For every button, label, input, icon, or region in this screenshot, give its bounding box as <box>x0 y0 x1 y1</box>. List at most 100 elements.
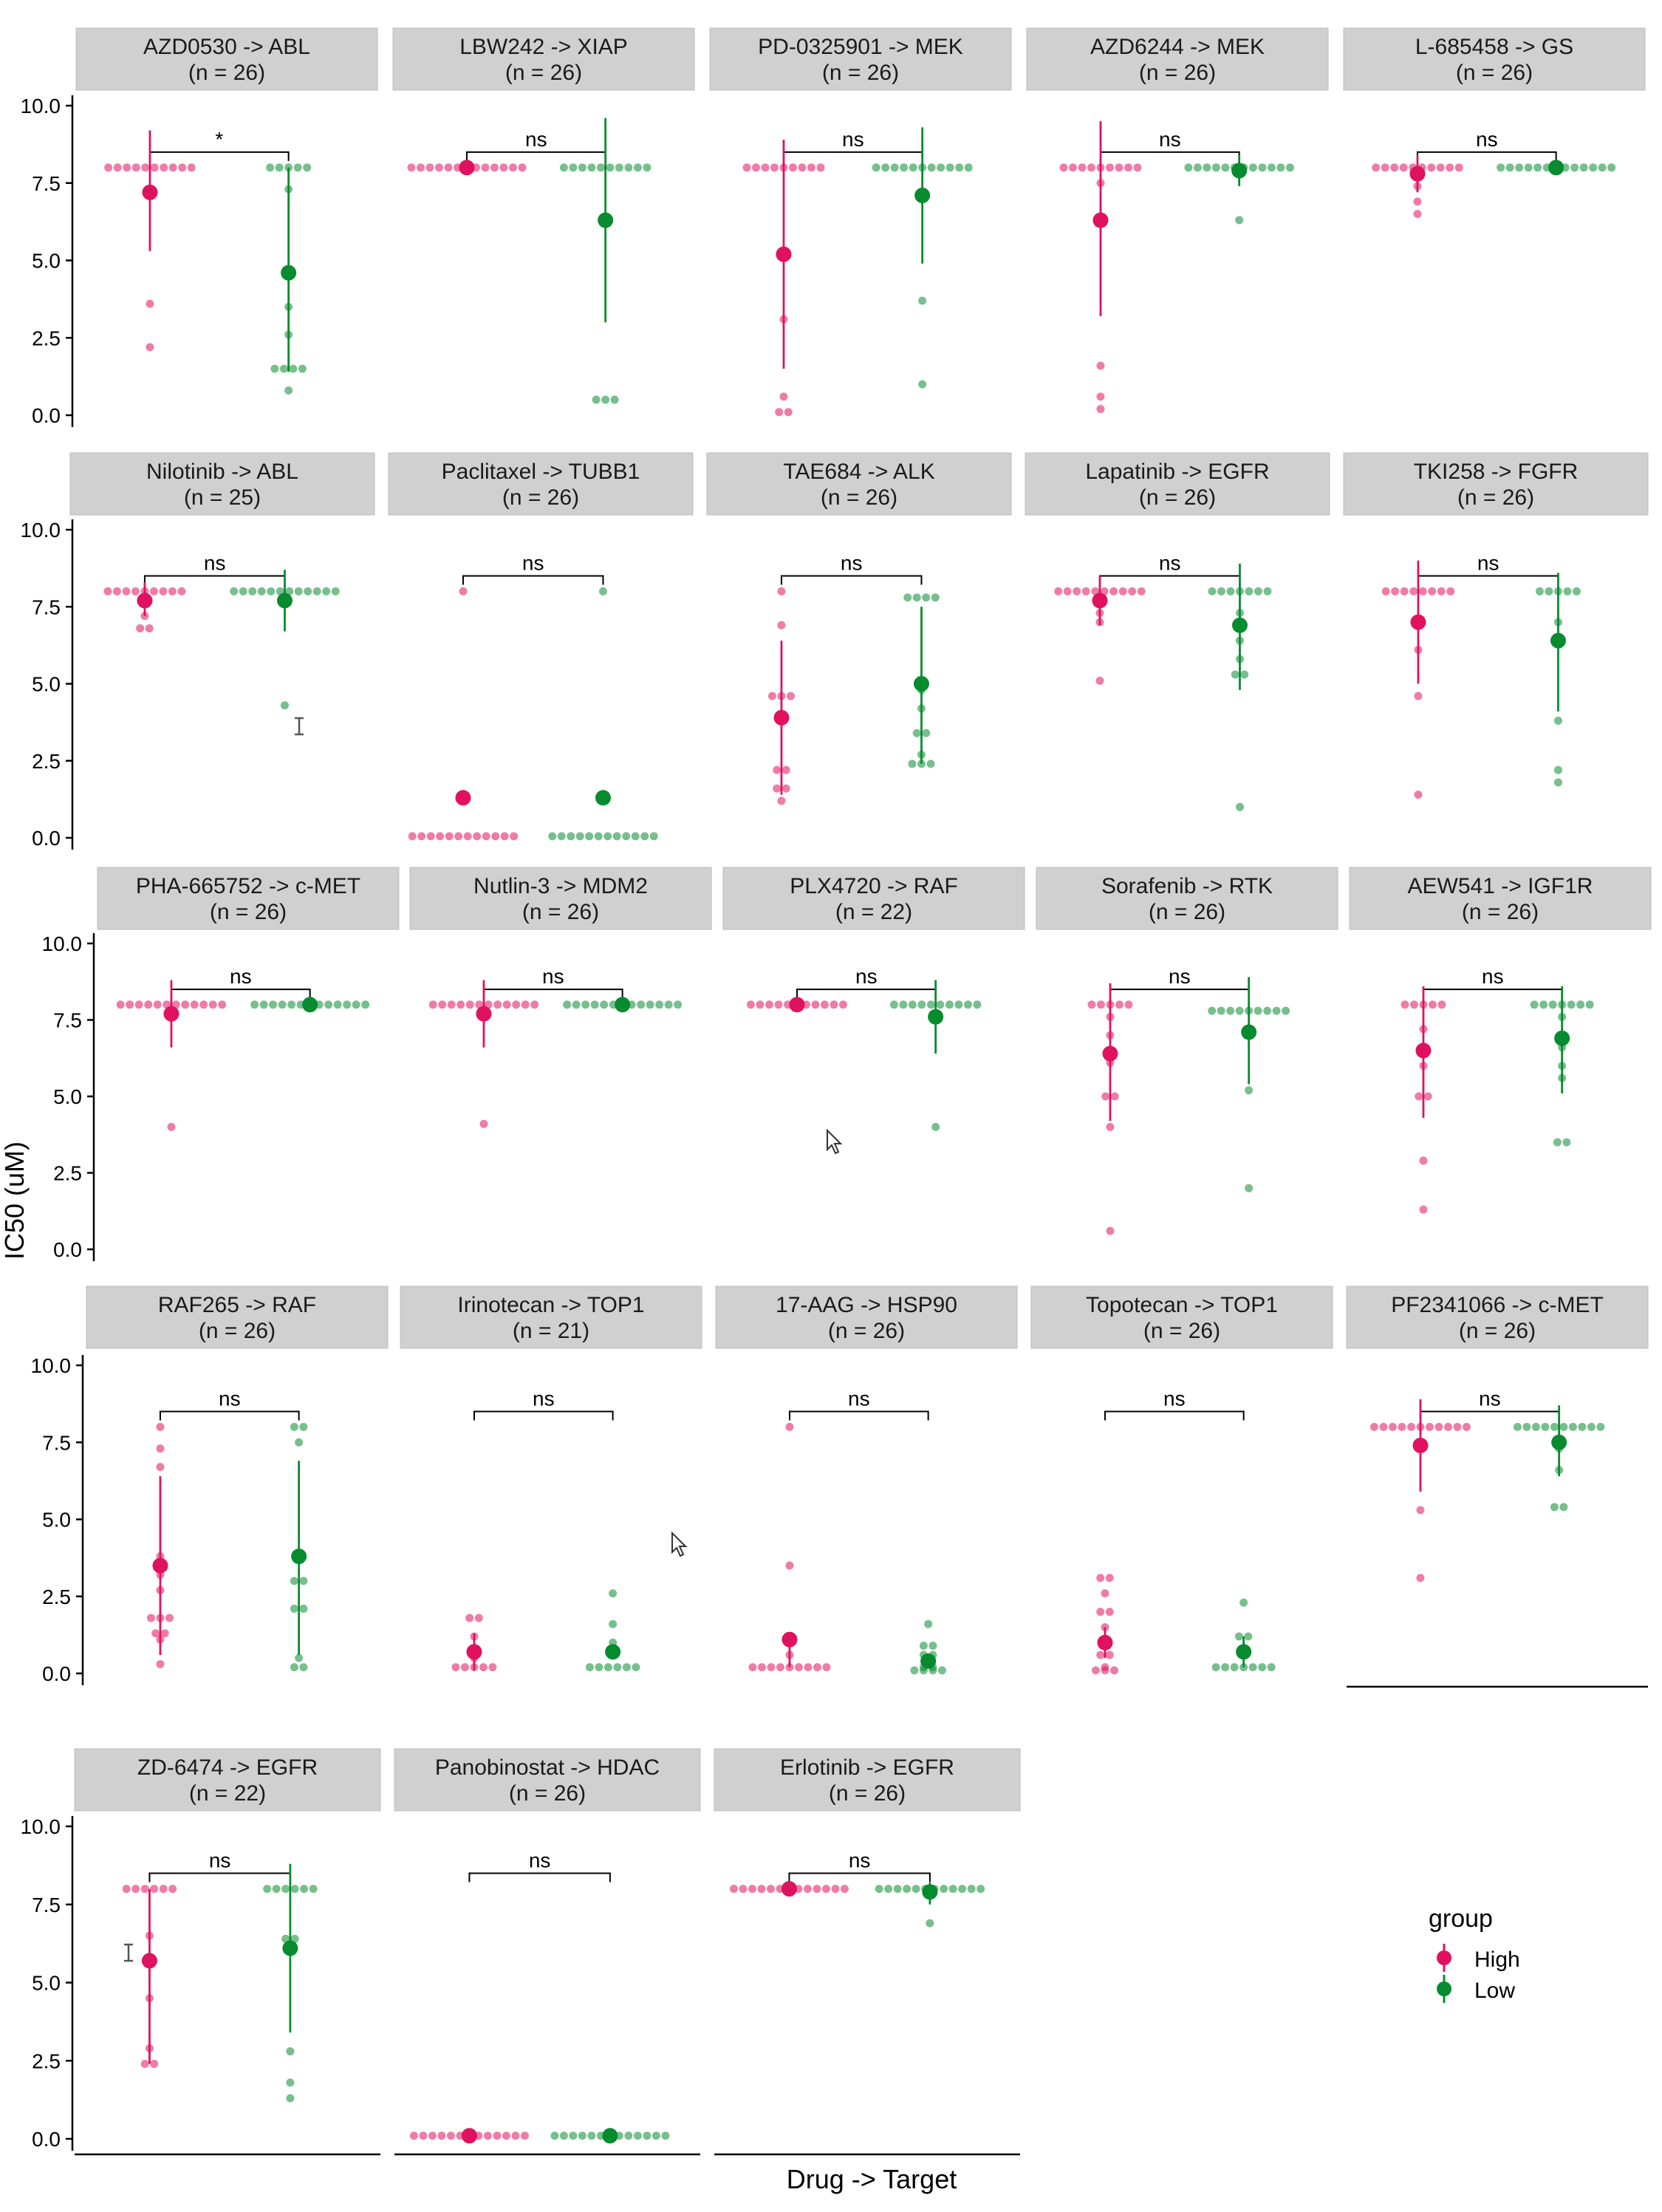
low-observation-point <box>945 1000 954 1009</box>
facet-panel: Sorafenib -> RTK(n = 26) ns <box>1036 867 1338 1235</box>
significance-bracket <box>473 1410 614 1421</box>
high-observation-point <box>447 1000 456 1009</box>
y-tick-label: 2.5 <box>53 1162 82 1185</box>
high-observation-point <box>508 163 517 172</box>
high-observation-point <box>1101 1589 1109 1598</box>
high-observation-point <box>438 1000 447 1009</box>
high-observation-point <box>1115 1000 1124 1009</box>
low-observation-point <box>287 1000 296 1009</box>
low-observation-point <box>1184 163 1193 172</box>
low-observation-point <box>1248 1663 1257 1672</box>
low-observation-point <box>1567 1000 1576 1009</box>
high-observation-point <box>1419 1156 1428 1165</box>
high-observation-point <box>165 1614 174 1622</box>
high-observation-point <box>104 163 113 172</box>
high-observation-point <box>1137 587 1146 595</box>
high-observation-point <box>1087 163 1095 172</box>
y-axis-row-4: 0.0 2.5 5.0 7.5 10.0 <box>31 1354 84 1685</box>
low-observation-point <box>872 163 880 172</box>
high-observation-point <box>168 1885 177 1894</box>
low-observation-point <box>290 1663 298 1672</box>
high-observation-point <box>774 1000 783 1009</box>
low-observation-point <box>940 1885 948 1894</box>
low-observation-point <box>585 832 594 841</box>
low-observation-point <box>1535 587 1544 595</box>
significance-bracket <box>780 575 923 585</box>
low-observation-point <box>286 2078 295 2087</box>
high-observation-point <box>473 832 482 841</box>
high-mean-point <box>773 709 790 726</box>
high-observation-point <box>436 832 445 841</box>
y-tick-label: 10.0 <box>21 95 61 117</box>
high-observation-point <box>160 163 168 172</box>
y-tick-label: 10.0 <box>42 932 83 955</box>
high-observation-point <box>1462 1422 1471 1431</box>
high-observation-point <box>159 587 168 595</box>
low-observation-point <box>333 1000 342 1009</box>
low-observation-point <box>1579 163 1588 172</box>
facet-n: (n = 26) <box>509 1781 586 1806</box>
high-observation-point <box>408 832 417 841</box>
high-observation-point <box>1068 163 1077 172</box>
high-observation-point <box>493 2131 502 2140</box>
low-observation-point <box>875 1885 883 1894</box>
high-observation-point <box>1096 361 1105 370</box>
high-observation-point <box>181 1000 190 1009</box>
low-observation-point <box>1226 587 1235 595</box>
low-observation-point <box>918 380 927 389</box>
high-observation-point <box>775 408 784 417</box>
high-observation-point <box>156 1422 165 1431</box>
significance-bracket <box>1099 151 1240 161</box>
low-mean-point <box>281 264 297 281</box>
low-observation-point <box>1531 1422 1540 1431</box>
low-observation-point <box>1254 1006 1262 1015</box>
low-observation-point <box>912 593 921 602</box>
low-observation-point <box>1550 1503 1559 1512</box>
low-observation-point <box>912 1885 920 1894</box>
facet-panel: Topotecan -> TOP1(n = 26) ns <box>1030 1286 1333 1675</box>
high-observation-point <box>1081 587 1090 595</box>
high-observation-point <box>156 1463 165 1472</box>
y-tick-label: 7.5 <box>32 1894 61 1916</box>
facet-title: TAE684 -> ALK <box>783 460 934 484</box>
significance-bracket <box>1417 575 1559 585</box>
low-observation-point <box>1585 1000 1594 1009</box>
legend-entry-high: High <box>1437 1944 1520 1972</box>
high-observation-point <box>451 1663 460 1672</box>
facet-n: (n = 21) <box>513 1319 589 1343</box>
high-observation-point <box>146 299 154 308</box>
high-observation-point <box>767 692 776 700</box>
low-observation-point <box>1553 765 1562 774</box>
high-observation-point <box>122 1885 131 1894</box>
low-observation-point <box>1193 163 1202 172</box>
facet-strip <box>709 27 1012 91</box>
facet-panel: ZD-6474 -> EGFR(n = 22) ns <box>74 1748 381 2103</box>
high-observation-point <box>140 2059 149 2068</box>
high-observation-point <box>813 1663 821 1672</box>
high-observation-point <box>159 1885 168 1894</box>
facet-strip <box>1025 452 1330 516</box>
significance-label: * <box>215 128 223 151</box>
low-mean-point <box>1241 1024 1257 1040</box>
high-observation-point <box>785 1422 794 1431</box>
low-observation-point <box>257 587 266 595</box>
high-observation-point <box>459 587 468 595</box>
facet-n: (n = 26) <box>210 900 287 924</box>
high-observation-point <box>168 163 177 172</box>
high-observation-point <box>794 1663 803 1672</box>
low-observation-point <box>1524 163 1533 172</box>
high-observation-point <box>1446 587 1455 595</box>
high-observation-point <box>144 1000 153 1009</box>
legend: group High Low <box>1429 1905 1520 2003</box>
legend-key-low-point <box>1437 1981 1451 1996</box>
low-observation-point <box>1245 1086 1254 1095</box>
low-observation-point <box>606 163 615 172</box>
high-observation-point <box>419 2131 428 2140</box>
low-observation-point <box>633 2131 642 2140</box>
high-observation-point <box>1406 1422 1415 1431</box>
facet-strip <box>394 1748 701 1812</box>
facet-n: (n = 26) <box>1139 485 1216 510</box>
significance-label: ns <box>204 552 226 575</box>
high-observation-point <box>1096 405 1105 414</box>
facet-strip <box>86 1286 389 1349</box>
